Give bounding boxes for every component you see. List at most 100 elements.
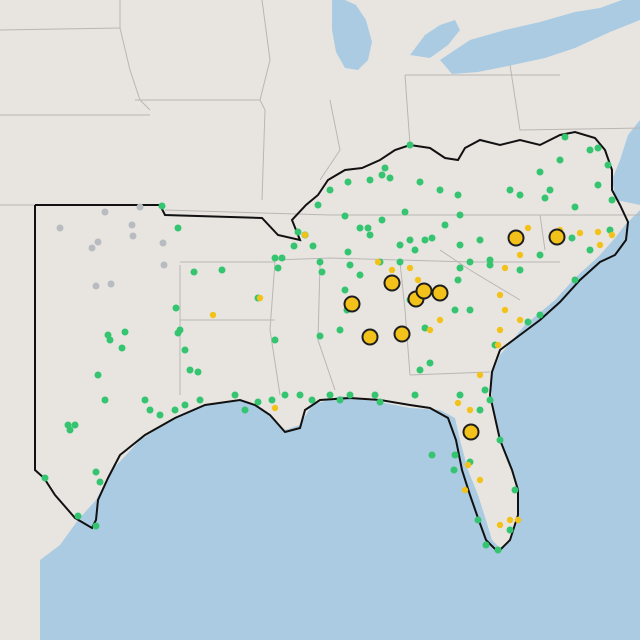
green-map-marker[interactable] — [506, 186, 514, 194]
green-map-marker[interactable] — [436, 186, 444, 194]
green-map-marker[interactable] — [346, 391, 354, 399]
green-map-marker[interactable] — [174, 224, 182, 232]
green-map-marker[interactable] — [571, 276, 579, 284]
green-map-marker[interactable] — [451, 451, 459, 459]
green-map-marker[interactable] — [218, 266, 226, 274]
green-map-marker[interactable] — [326, 391, 334, 399]
gray-map-marker[interactable] — [92, 282, 100, 290]
green-map-marker[interactable] — [186, 366, 194, 374]
green-map-marker[interactable] — [66, 426, 74, 434]
yellow-map-marker[interactable] — [466, 406, 474, 414]
green-map-marker[interactable] — [568, 234, 576, 242]
gray-map-marker[interactable] — [128, 221, 136, 229]
green-map-marker[interactable] — [341, 286, 349, 294]
yellow-map-marker[interactable] — [596, 241, 604, 249]
green-map-marker[interactable] — [401, 208, 409, 216]
green-map-marker[interactable] — [524, 318, 532, 326]
gray-map-marker[interactable] — [136, 203, 144, 211]
green-map-marker[interactable] — [466, 258, 474, 266]
large-yellow-map-marker[interactable] — [462, 423, 480, 441]
green-map-marker[interactable] — [516, 266, 524, 274]
green-map-marker[interactable] — [516, 191, 524, 199]
green-map-marker[interactable] — [486, 261, 494, 269]
gray-map-marker[interactable] — [56, 224, 64, 232]
green-map-marker[interactable] — [181, 346, 189, 354]
green-map-marker[interactable] — [316, 332, 324, 340]
green-map-marker[interactable] — [326, 186, 334, 194]
green-map-marker[interactable] — [158, 202, 166, 210]
green-map-marker[interactable] — [536, 168, 544, 176]
large-yellow-map-marker[interactable] — [361, 328, 379, 346]
yellow-map-marker[interactable] — [594, 228, 602, 236]
large-yellow-map-marker[interactable] — [343, 295, 361, 313]
yellow-map-marker[interactable] — [524, 224, 532, 232]
green-map-marker[interactable] — [466, 306, 474, 314]
green-map-marker[interactable] — [406, 236, 414, 244]
green-map-marker[interactable] — [421, 236, 429, 244]
green-map-marker[interactable] — [341, 212, 349, 220]
green-map-marker[interactable] — [356, 224, 364, 232]
yellow-map-marker[interactable] — [426, 326, 434, 334]
yellow-map-marker[interactable] — [501, 306, 509, 314]
green-map-marker[interactable] — [308, 396, 316, 404]
green-map-marker[interactable] — [426, 359, 434, 367]
green-map-marker[interactable] — [571, 203, 579, 211]
green-map-marker[interactable] — [118, 344, 126, 352]
yellow-map-marker[interactable] — [436, 316, 444, 324]
green-map-marker[interactable] — [608, 196, 616, 204]
green-map-marker[interactable] — [94, 371, 102, 379]
green-map-marker[interactable] — [536, 251, 544, 259]
green-map-marker[interactable] — [456, 211, 464, 219]
green-map-marker[interactable] — [406, 141, 414, 149]
yellow-map-marker[interactable] — [406, 264, 414, 272]
gray-map-marker[interactable] — [101, 208, 109, 216]
green-map-marker[interactable] — [378, 171, 386, 179]
green-map-marker[interactable] — [294, 228, 302, 236]
green-map-marker[interactable] — [561, 133, 569, 141]
gray-map-marker[interactable] — [94, 238, 102, 246]
green-map-marker[interactable] — [451, 306, 459, 314]
green-map-marker[interactable] — [586, 246, 594, 254]
green-map-marker[interactable] — [396, 258, 404, 266]
yellow-map-marker[interactable] — [454, 399, 462, 407]
large-yellow-map-marker[interactable] — [393, 325, 411, 343]
yellow-map-marker[interactable] — [374, 258, 382, 266]
green-map-marker[interactable] — [411, 246, 419, 254]
gray-map-marker[interactable] — [159, 239, 167, 247]
large-yellow-map-marker[interactable] — [507, 229, 525, 247]
green-map-marker[interactable] — [190, 268, 198, 276]
yellow-map-marker[interactable] — [271, 404, 279, 412]
green-map-marker[interactable] — [476, 406, 484, 414]
green-map-marker[interactable] — [454, 276, 462, 284]
green-map-marker[interactable] — [194, 368, 202, 376]
yellow-map-marker[interactable] — [496, 291, 504, 299]
green-map-marker[interactable] — [411, 391, 419, 399]
yellow-map-marker[interactable] — [501, 264, 509, 272]
green-map-marker[interactable] — [606, 226, 614, 234]
green-map-marker[interactable] — [92, 522, 100, 530]
green-map-marker[interactable] — [396, 241, 404, 249]
green-map-marker[interactable] — [74, 512, 82, 520]
green-map-marker[interactable] — [174, 329, 182, 337]
green-map-marker[interactable] — [181, 401, 189, 409]
yellow-map-marker[interactable] — [494, 341, 502, 349]
green-map-marker[interactable] — [296, 391, 304, 399]
large-yellow-map-marker[interactable] — [431, 284, 449, 302]
yellow-map-marker[interactable] — [301, 231, 309, 239]
green-map-marker[interactable] — [366, 176, 374, 184]
green-map-marker[interactable] — [121, 328, 129, 336]
green-map-marker[interactable] — [476, 236, 484, 244]
green-map-marker[interactable] — [366, 231, 374, 239]
gray-map-marker[interactable] — [88, 244, 96, 252]
green-map-marker[interactable] — [316, 258, 324, 266]
green-map-marker[interactable] — [586, 146, 594, 154]
green-map-marker[interactable] — [456, 241, 464, 249]
gray-map-marker[interactable] — [107, 280, 115, 288]
green-map-marker[interactable] — [456, 264, 464, 272]
green-map-marker[interactable] — [278, 254, 286, 262]
green-map-marker[interactable] — [92, 468, 100, 476]
large-yellow-map-marker[interactable] — [383, 274, 401, 292]
large-yellow-map-marker[interactable] — [548, 228, 566, 246]
green-map-marker[interactable] — [486, 396, 494, 404]
